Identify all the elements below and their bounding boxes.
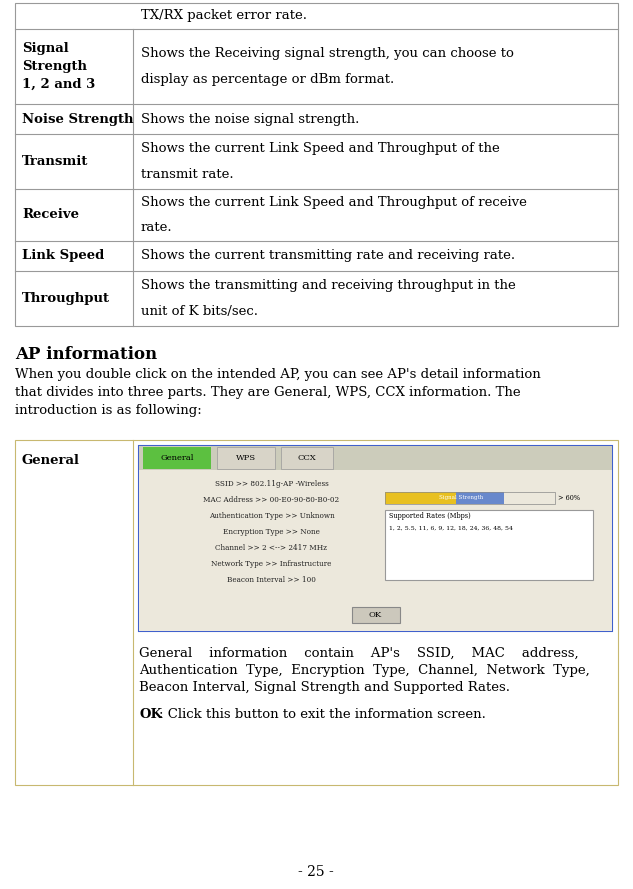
Text: When you double click on the intended AP, you can see AP's detail information: When you double click on the intended AP… xyxy=(15,368,541,381)
Bar xyxy=(139,446,612,631)
Bar xyxy=(15,3,618,326)
Bar xyxy=(385,492,456,504)
Text: unit of K bits/sec.: unit of K bits/sec. xyxy=(141,305,258,318)
Text: 1, 2, 5.5, 11, 6, 9, 12, 18, 24, 36, 48, 54: 1, 2, 5.5, 11, 6, 9, 12, 18, 24, 36, 48,… xyxy=(389,526,513,531)
Text: display as percentage or dBm format.: display as percentage or dBm format. xyxy=(141,74,394,86)
Text: Beacon Interval, Signal Strength and Supported Rates.: Beacon Interval, Signal Strength and Sup… xyxy=(139,681,510,694)
Text: SSID >> 802.11g-AP -Wireless: SSID >> 802.11g-AP -Wireless xyxy=(215,480,329,488)
Bar xyxy=(281,447,333,469)
Bar xyxy=(139,446,612,470)
Bar xyxy=(15,440,618,785)
Text: OK: OK xyxy=(139,708,162,721)
Text: CCX: CCX xyxy=(298,454,316,462)
Text: TX/RX packet error rate.: TX/RX packet error rate. xyxy=(141,10,307,22)
Text: Signal Strength: Signal Strength xyxy=(439,495,483,501)
Text: Receive: Receive xyxy=(22,209,79,221)
Text: Shows the transmitting and receiving throughput in the: Shows the transmitting and receiving thr… xyxy=(141,279,516,292)
Text: > 60%: > 60% xyxy=(558,494,580,502)
Text: : Click this button to exit the information screen.: : Click this button to exit the informat… xyxy=(159,708,486,721)
Bar xyxy=(385,492,555,504)
Bar xyxy=(456,492,504,504)
Bar xyxy=(217,447,275,469)
Text: Channel >> 2 <--> 2417 MHz: Channel >> 2 <--> 2417 MHz xyxy=(215,544,327,552)
Text: rate.: rate. xyxy=(141,221,173,235)
Text: Transmit: Transmit xyxy=(22,155,89,168)
Text: Throughput: Throughput xyxy=(22,292,110,305)
Text: - 25 -: - 25 - xyxy=(298,865,334,879)
Bar xyxy=(139,470,612,631)
Text: Supported Rates (Mbps): Supported Rates (Mbps) xyxy=(389,512,471,520)
Text: WPS: WPS xyxy=(236,454,256,462)
Text: OK: OK xyxy=(369,611,382,619)
Text: General    information    contain    AP's    SSID,    MAC    address,: General information contain AP's SSID, M… xyxy=(139,647,579,660)
Text: General: General xyxy=(22,454,80,467)
Text: Shows the noise signal strength.: Shows the noise signal strength. xyxy=(141,113,360,125)
Bar xyxy=(143,447,211,469)
Text: introduction is as following:: introduction is as following: xyxy=(15,404,202,417)
Text: Noise Strength: Noise Strength xyxy=(22,113,134,125)
Text: Shows the current Link Speed and Throughput of the: Shows the current Link Speed and Through… xyxy=(141,142,499,155)
Text: Shows the Receiving signal strength, you can choose to: Shows the Receiving signal strength, you… xyxy=(141,46,514,60)
Text: Authentication Type >> Unknown: Authentication Type >> Unknown xyxy=(208,512,334,520)
Text: Network Type >> Infrastructure: Network Type >> Infrastructure xyxy=(211,560,332,568)
Text: AP information: AP information xyxy=(15,346,157,363)
Bar xyxy=(385,510,593,580)
Text: Encryption Type >> None: Encryption Type >> None xyxy=(223,528,320,536)
Text: General: General xyxy=(160,454,194,462)
Text: Beacon Interval >> 100: Beacon Interval >> 100 xyxy=(227,576,316,584)
Text: Shows the current transmitting rate and receiving rate.: Shows the current transmitting rate and … xyxy=(141,250,515,262)
Text: Link Speed: Link Speed xyxy=(22,250,104,262)
Text: MAC Address >> 00-E0-90-80-B0-02: MAC Address >> 00-E0-90-80-B0-02 xyxy=(203,496,339,504)
Text: that divides into three parts. They are General, WPS, CCX information. The: that divides into three parts. They are … xyxy=(15,386,520,399)
Text: transmit rate.: transmit rate. xyxy=(141,168,234,181)
Bar xyxy=(351,607,399,623)
Text: Shows the current Link Speed and Throughput of receive: Shows the current Link Speed and Through… xyxy=(141,196,527,209)
Text: Authentication  Type,  Encryption  Type,  Channel,  Network  Type,: Authentication Type, Encryption Type, Ch… xyxy=(139,664,590,677)
Text: Signal
Strength
1, 2 and 3: Signal Strength 1, 2 and 3 xyxy=(22,42,95,91)
